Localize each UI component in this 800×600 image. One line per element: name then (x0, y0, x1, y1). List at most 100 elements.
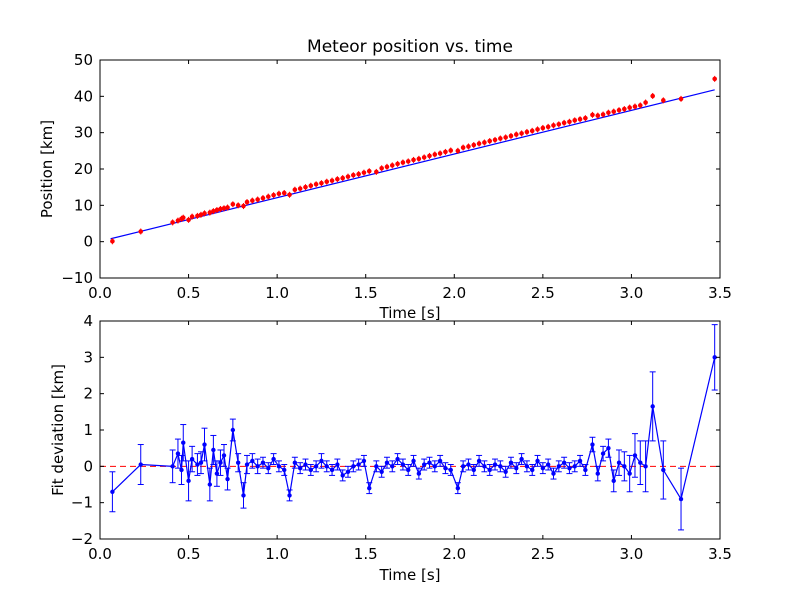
data-point (351, 464, 356, 469)
data-point (551, 471, 556, 476)
data-point (292, 460, 298, 465)
x-tick-label: 2.5 (531, 545, 555, 563)
data-point (622, 464, 627, 469)
data-point (572, 464, 577, 469)
data-point (460, 145, 466, 150)
x-tick-label: 3.5 (708, 284, 732, 302)
data-point (395, 456, 400, 462)
x-axis-label: Time [s] (379, 566, 441, 584)
data-point (361, 170, 367, 175)
x-tick-label: 2.0 (442, 284, 466, 302)
data-point (244, 199, 250, 205)
data-point (308, 183, 314, 189)
data-point (276, 191, 282, 197)
x-tick-label: 3.0 (619, 284, 643, 302)
data-point (448, 148, 454, 153)
data-point (616, 107, 622, 113)
data-point (175, 218, 181, 223)
data-point (487, 138, 493, 144)
data-point (503, 469, 508, 474)
data-point (595, 113, 601, 118)
data-point (110, 489, 115, 494)
data-point (390, 464, 395, 469)
data-point (345, 469, 351, 474)
data-point (255, 197, 260, 202)
data-point (416, 471, 422, 476)
data-point (384, 460, 390, 465)
data-point (221, 453, 227, 458)
data-point (110, 239, 115, 244)
data-point (214, 207, 220, 213)
data-point (235, 460, 241, 465)
data-point (482, 140, 487, 145)
data-point (487, 467, 492, 473)
data-point (421, 155, 427, 160)
data-point (367, 485, 372, 491)
data-point (250, 458, 255, 464)
data-point (498, 464, 503, 469)
data-point (661, 467, 666, 473)
data-point (379, 469, 384, 474)
data-point (638, 460, 643, 465)
data-point (351, 172, 356, 178)
data-point (466, 144, 471, 149)
data-point (443, 465, 448, 471)
data-point (345, 174, 351, 179)
data-point (519, 456, 524, 462)
x-tick-label: 2.5 (531, 284, 555, 302)
data-point (225, 476, 230, 482)
x-tick-label: 1.5 (354, 545, 378, 563)
x-tick-label: 0.5 (177, 284, 201, 302)
data-point (503, 135, 508, 140)
data-point (260, 460, 266, 465)
data-point (271, 192, 276, 198)
data-point (551, 123, 556, 128)
data-point (211, 208, 216, 214)
y-tick-label: 0 (83, 457, 93, 475)
data-point (637, 103, 643, 108)
data-point (590, 442, 595, 447)
data-point (319, 180, 324, 186)
y-tick-label: 50 (74, 51, 93, 69)
data-point (545, 124, 551, 130)
data-point (405, 159, 411, 164)
y-tick-label: 3 (83, 348, 93, 366)
data-point (590, 112, 595, 118)
data-point (482, 464, 487, 469)
data-point (535, 458, 540, 464)
data-point (313, 464, 319, 469)
data-point (266, 465, 271, 471)
data-point (508, 133, 514, 139)
data-point (271, 456, 276, 462)
data-point (611, 478, 616, 484)
data-point (202, 211, 207, 216)
data-point (389, 163, 395, 168)
data-point (138, 462, 143, 467)
data-point (650, 93, 655, 99)
data-point (627, 105, 632, 110)
y-tick-label: −10 (61, 269, 93, 287)
x-tick-label: 1.0 (265, 284, 289, 302)
data-point (218, 460, 223, 465)
data-point (340, 175, 345, 181)
data-point (361, 458, 367, 464)
data-point (448, 467, 453, 473)
y-tick-label: 10 (74, 196, 93, 214)
data-point (632, 104, 638, 109)
data-point (265, 194, 271, 199)
data-point (297, 465, 303, 471)
data-point (281, 190, 287, 196)
data-point (583, 115, 588, 121)
data-point (540, 465, 546, 471)
data-point (329, 178, 335, 183)
data-point (195, 213, 200, 219)
data-point (198, 460, 204, 465)
y-tick-label: 4 (83, 312, 93, 330)
data-point (218, 206, 223, 212)
data-point (567, 465, 572, 471)
data-point (241, 493, 246, 498)
data-point (600, 451, 606, 456)
data-point (244, 462, 250, 467)
data-point (661, 98, 666, 103)
